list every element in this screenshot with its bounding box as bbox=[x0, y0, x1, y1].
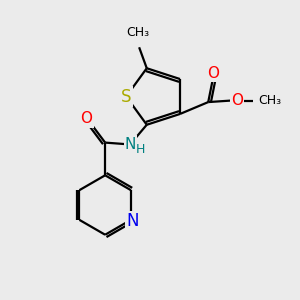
Text: S: S bbox=[121, 88, 131, 106]
Text: O: O bbox=[231, 93, 243, 108]
Text: O: O bbox=[80, 111, 92, 126]
Text: N: N bbox=[126, 212, 139, 230]
Text: N: N bbox=[125, 136, 136, 152]
Text: H: H bbox=[136, 143, 146, 156]
Text: CH₃: CH₃ bbox=[126, 26, 149, 39]
Text: O: O bbox=[207, 66, 219, 81]
Text: CH₃: CH₃ bbox=[258, 94, 281, 107]
